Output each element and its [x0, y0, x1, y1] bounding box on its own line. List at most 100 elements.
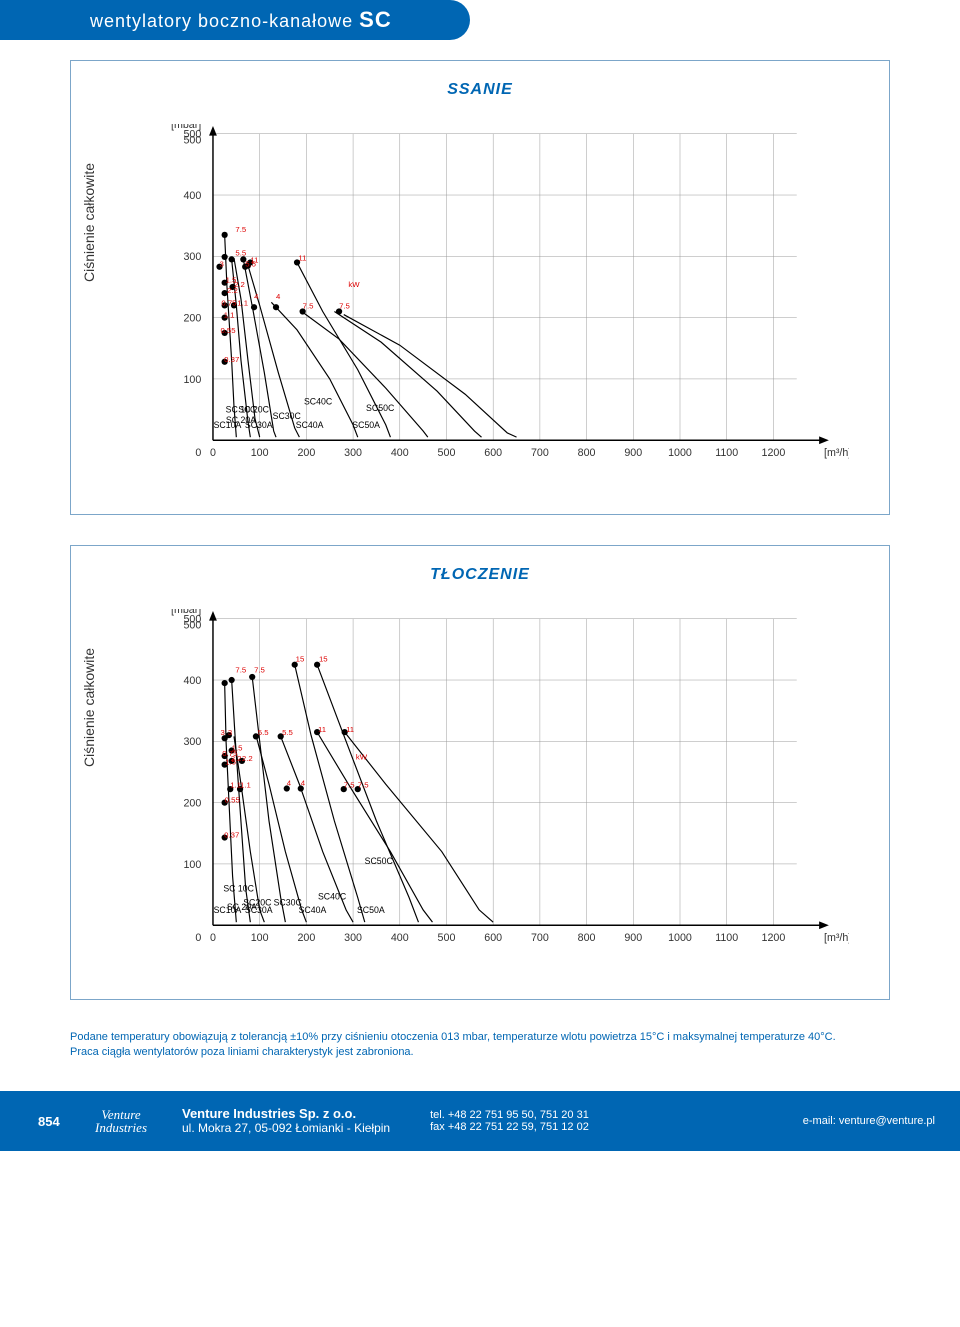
- svg-text:4: 4: [287, 778, 292, 787]
- svg-text:5.5: 5.5: [282, 728, 293, 737]
- svg-text:0.55: 0.55: [220, 326, 235, 335]
- svg-text:200: 200: [183, 798, 201, 810]
- svg-text:1000: 1000: [668, 447, 692, 459]
- svg-text:SC50C: SC50C: [365, 856, 393, 866]
- svg-text:7.5: 7.5: [254, 666, 265, 675]
- svg-text:700: 700: [531, 932, 549, 944]
- svg-text:7.5: 7.5: [235, 666, 246, 675]
- chart1-area: 0100200300400500600700800900100011001200…: [151, 124, 849, 484]
- logo-line1: Venture: [95, 1108, 147, 1121]
- svg-text:0: 0: [195, 447, 201, 459]
- svg-text:SC 10C: SC 10C: [223, 884, 254, 894]
- svg-text:2.2: 2.2: [231, 754, 242, 763]
- svg-text:100: 100: [183, 859, 201, 871]
- svg-text:1.1: 1.1: [240, 780, 251, 789]
- svg-text:SC50A: SC50A: [357, 905, 385, 915]
- svg-text:11: 11: [318, 725, 326, 734]
- svg-text:1100: 1100: [715, 932, 738, 944]
- svg-text:3: 3: [228, 728, 232, 737]
- svg-text:[m³/h]: [m³/h]: [824, 932, 849, 944]
- svg-text:15: 15: [319, 655, 328, 664]
- svg-text:15: 15: [296, 655, 305, 664]
- company-addr: ul. Mokra 27, 05-092 Łomianki - Kiełpin: [182, 1121, 390, 1135]
- svg-text:800: 800: [578, 932, 596, 944]
- svg-text:500: 500: [183, 619, 201, 631]
- svg-text:SC40A: SC40A: [299, 905, 327, 915]
- svg-text:900: 900: [624, 447, 642, 459]
- chart2-svg: 0100200300400500600700800900100011001200…: [151, 609, 849, 969]
- svg-text:300: 300: [183, 736, 201, 748]
- svg-text:0.75: 0.75: [221, 298, 236, 307]
- svg-text:7.5: 7.5: [358, 780, 369, 789]
- svg-text:SC30A: SC30A: [245, 420, 273, 430]
- svg-text:100: 100: [251, 932, 269, 944]
- footer-logo: Venture Industries: [95, 1108, 147, 1134]
- svg-text:11: 11: [298, 254, 306, 263]
- chart2-title: TŁOCZENIE: [91, 566, 869, 584]
- svg-text:800: 800: [578, 447, 596, 459]
- logo-line2: Industries: [95, 1121, 147, 1134]
- svg-text:4: 4: [276, 292, 281, 301]
- svg-text:3: 3: [220, 260, 224, 269]
- footer-bar: 854 Venture Industries Venture Industrie…: [0, 1091, 960, 1151]
- svg-text:SC40C: SC40C: [318, 891, 346, 901]
- chart1-ylabel: Ciśnienie całkowite: [81, 163, 97, 282]
- svg-text:5.5: 5.5: [258, 728, 269, 737]
- page-title: wentylatory boczno-kanałowe SC: [0, 7, 392, 33]
- chart-ssanie: SSANIE Ciśnienie całkowite 0100200300400…: [70, 60, 890, 515]
- svg-text:200: 200: [297, 932, 315, 944]
- svg-text:SC40A: SC40A: [296, 420, 324, 430]
- svg-text:600: 600: [484, 447, 502, 459]
- svg-text:0.37: 0.37: [224, 355, 239, 364]
- svg-text:7.5: 7.5: [235, 225, 246, 234]
- svg-text:0.55: 0.55: [225, 796, 240, 805]
- svg-text:SC20C: SC20C: [243, 898, 271, 908]
- svg-text:300: 300: [344, 932, 362, 944]
- footer-company: Venture Industries Sp. z o.o. ul. Mokra …: [182, 1106, 390, 1135]
- svg-text:SC30C: SC30C: [274, 898, 302, 908]
- svg-text:[mbar]: [mbar]: [171, 609, 201, 616]
- svg-text:7.5: 7.5: [339, 301, 350, 310]
- footer-email: e-mail: venture@venture.pl: [803, 1115, 935, 1127]
- svg-text:0: 0: [195, 932, 201, 944]
- svg-text:700: 700: [531, 447, 549, 459]
- svg-text:400: 400: [183, 675, 201, 687]
- chart1-svg: 0100200300400500600700800900100011001200…: [151, 124, 849, 484]
- svg-text:4: 4: [254, 292, 259, 301]
- svg-text:kW: kW: [348, 280, 360, 289]
- svg-text:300: 300: [344, 447, 362, 459]
- svg-text:2.2: 2.2: [234, 280, 245, 289]
- svg-text:[mbar]: [mbar]: [171, 124, 201, 131]
- svg-text:600: 600: [484, 932, 502, 944]
- svg-text:7.5: 7.5: [303, 301, 314, 310]
- svg-text:400: 400: [391, 932, 409, 944]
- svg-text:0.37: 0.37: [224, 831, 239, 840]
- svg-text:1.1: 1.1: [237, 298, 248, 307]
- svg-text:0: 0: [210, 932, 216, 944]
- chart2-area: 0100200300400500600700800900100011001200…: [151, 609, 849, 969]
- company-name: Venture Industries Sp. z o.o.: [182, 1106, 390, 1121]
- svg-text:500: 500: [438, 447, 456, 459]
- svg-text:400: 400: [183, 190, 201, 202]
- svg-text:2.2: 2.2: [242, 754, 253, 763]
- svg-text:200: 200: [297, 447, 315, 459]
- svg-text:1.5: 1.5: [232, 744, 243, 753]
- svg-text:1100: 1100: [715, 447, 738, 459]
- svg-text:200: 200: [183, 313, 201, 325]
- svg-text:SC 20C: SC 20C: [238, 405, 269, 415]
- svg-text:7.5: 7.5: [344, 780, 355, 789]
- svg-text:100: 100: [183, 374, 201, 386]
- footer-tel: tel. +48 22 751 95 50, 751 20 31: [430, 1109, 589, 1121]
- footer-fax: fax +48 22 751 22 59, 751 12 02: [430, 1121, 589, 1133]
- footnote: Podane temperatury obowiązują z toleranc…: [70, 1030, 890, 1061]
- footnote-2: Praca ciągła wentylatorów poza liniami c…: [70, 1046, 414, 1058]
- svg-text:5.5: 5.5: [245, 260, 256, 269]
- svg-text:300: 300: [183, 251, 201, 263]
- svg-text:5.5: 5.5: [235, 249, 246, 258]
- chart-tloczenie: TŁOCZENIE Ciśnienie całkowite 0100200300…: [70, 545, 890, 1000]
- svg-text:SC40C: SC40C: [304, 397, 332, 407]
- header-bar: wentylatory boczno-kanałowe SC: [0, 0, 470, 40]
- svg-text:400: 400: [391, 447, 409, 459]
- page-number: 854: [28, 1110, 70, 1133]
- svg-text:0: 0: [210, 447, 216, 459]
